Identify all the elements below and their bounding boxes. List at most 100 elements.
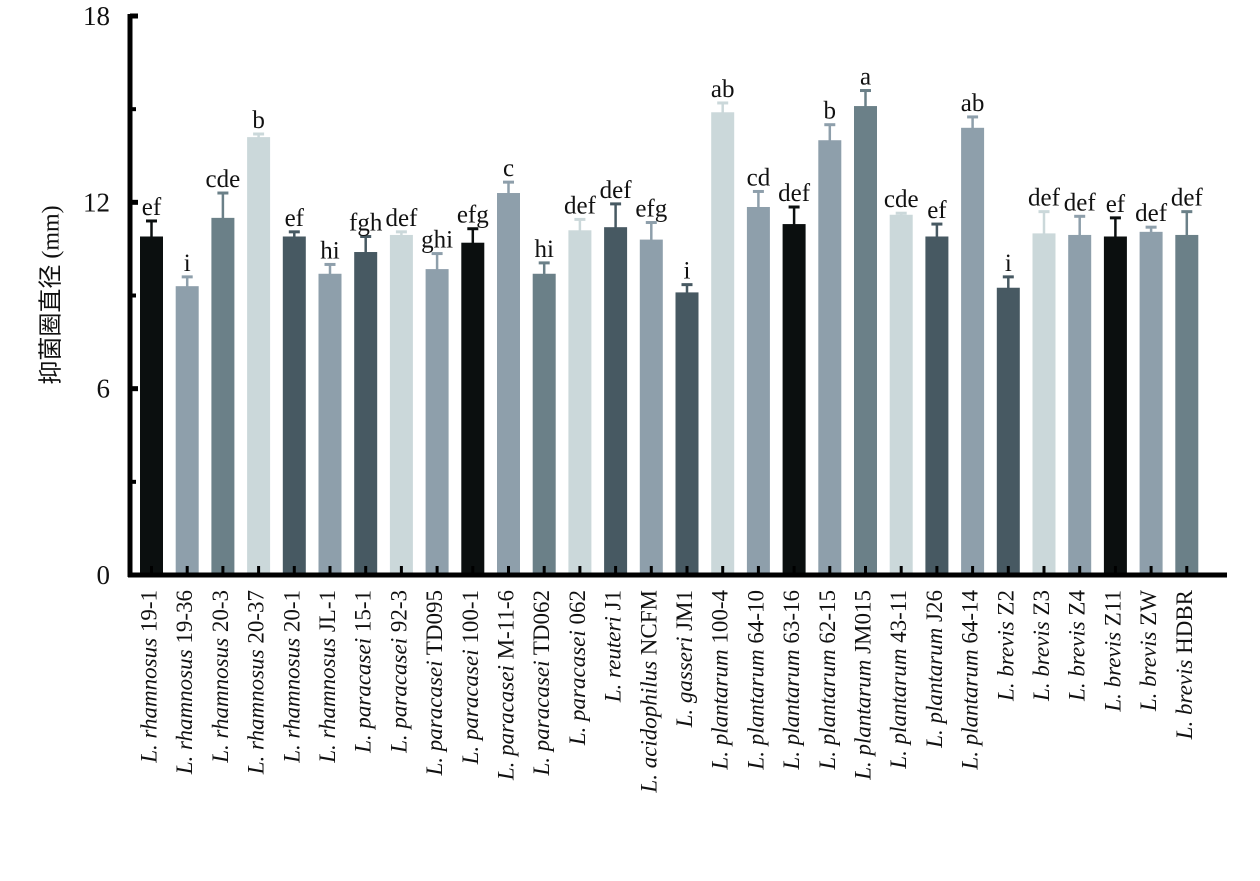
bar (711, 112, 735, 576)
x-tick-label: L. brevis HDBR (1172, 589, 1197, 740)
strain-name: 100-1 (458, 590, 483, 649)
significance-label: def (385, 205, 418, 232)
species-name: L. plantarum (922, 628, 947, 749)
bar (1103, 236, 1127, 575)
strain-name: HDBR (1172, 589, 1197, 659)
x-tick-label: L. acidophilus NCFM (637, 590, 662, 794)
bar (175, 286, 199, 575)
strain-name: Z4 (1065, 590, 1090, 622)
species-name: L. paracasei (494, 665, 519, 781)
species-name: L. rhamnosus (315, 638, 340, 764)
significance-label: ef (1106, 191, 1126, 218)
significance-label: cde (206, 166, 241, 193)
bar (461, 242, 485, 575)
x-ticks (150, 566, 1189, 573)
species-name: L. brevis (1065, 621, 1090, 702)
strain-name: TD095 (422, 590, 447, 661)
species-name: L. brevis (1136, 631, 1161, 712)
bar (639, 239, 663, 575)
species-name: L. rhamnosus (244, 649, 269, 775)
x-tick-label: L. paracasei 15-1 (351, 590, 376, 754)
x-tick-label: L. paracasei 062 (565, 590, 590, 746)
x-tick-label: L. paracasei TD062 (529, 590, 554, 777)
significance-label: c (503, 155, 514, 182)
x-tick-label: L. rhamnosus 20-1 (280, 590, 305, 764)
significance-label: ef (927, 197, 947, 224)
x-tick-label: L. brevis ZW (1136, 590, 1161, 712)
species-name: L. paracasei (387, 638, 412, 754)
strain-name: 62-15 (815, 590, 840, 649)
x-tick-label: L. brevis Z3 (1029, 590, 1054, 702)
x-tick-label: L. plantarum 62-15 (815, 590, 840, 771)
significance-label: def (1135, 200, 1168, 227)
strain-name: 19-36 (172, 590, 197, 649)
species-name: L. acidophilus (637, 661, 662, 794)
species-name: L. paracasei (565, 630, 590, 746)
significance-label: ab (961, 90, 985, 117)
significance-label: b (252, 107, 265, 134)
species-name: L. gasseri (672, 637, 697, 729)
bar (247, 137, 271, 575)
strain-name: JM1 (672, 590, 697, 637)
significance-label: def (778, 180, 811, 207)
species-name: L. plantarum (779, 649, 804, 770)
species-name: L. rhamnosus (280, 638, 305, 764)
significance-label: hi (534, 236, 554, 263)
x-tick-label: L. rhamnosus JL-1 (315, 590, 340, 764)
strain-name: 20-37 (244, 590, 269, 649)
x-tick-label: L. reuteri J1 (601, 590, 626, 703)
strain-name: JL-1 (315, 590, 340, 638)
bar (568, 230, 592, 576)
bar (1175, 234, 1199, 576)
strain-name: 64-14 (958, 590, 983, 650)
species-name: L. paracasei (529, 661, 554, 777)
strain-name: 64-10 (744, 590, 769, 649)
bar (996, 287, 1020, 575)
x-tick-label: L. rhamnosus 19-36 (172, 590, 197, 775)
bar (1139, 231, 1163, 575)
y-tick-label: 12 (83, 187, 110, 217)
species-name: L. brevis (994, 621, 1019, 702)
y-tick-label: 18 (83, 1, 110, 31)
significance-label: b (824, 98, 837, 125)
significance-label: def (564, 192, 597, 219)
species-name: L. plantarum (851, 660, 876, 781)
species-name: L. paracasei (351, 638, 376, 754)
y-tick-label: 6 (97, 374, 111, 404)
strain-name: 15-1 (351, 590, 376, 638)
bar (854, 106, 877, 576)
bar (497, 193, 520, 575)
significance-label: def (600, 177, 633, 204)
bar (532, 273, 556, 575)
x-tick-label: L. gasseri JM1 (672, 590, 697, 728)
x-tick-label: L. paracasei 92-3 (387, 590, 412, 754)
significance-label: i (1005, 250, 1012, 277)
bar (961, 127, 985, 576)
strain-name: 062 (565, 590, 590, 630)
species-name: L. paracasei (458, 649, 483, 765)
x-tick-label: L. rhamnosus 20-3 (208, 590, 233, 764)
x-tick-label: L. plantarum JM015 (851, 590, 876, 781)
y-axis-title: 抑菌圈直径 (mm) (38, 205, 65, 384)
y-tick-label: 0 (97, 560, 111, 590)
bar (1068, 234, 1092, 576)
bar (818, 140, 842, 575)
significance-label: def (1171, 185, 1204, 212)
strain-name: M-11-6 (494, 590, 519, 665)
significance-label: ef (285, 205, 305, 232)
strain-name: Z3 (1029, 590, 1054, 621)
bar (282, 236, 306, 575)
significance-label: ef (142, 194, 162, 221)
strain-name: 100-4 (708, 590, 733, 650)
species-name: L. brevis (1029, 621, 1054, 702)
x-tick-label: L. paracasei 100-1 (458, 590, 483, 765)
x-tick-label: L. rhamnosus 19-1 (137, 590, 162, 764)
species-name: L. rhamnosus (208, 638, 233, 764)
significance-label: i (184, 250, 191, 277)
bar (425, 269, 449, 575)
species-name: L. plantarum (744, 649, 769, 770)
bar (354, 252, 378, 575)
x-tick-label: L. brevis Z2 (994, 590, 1019, 702)
strain-name: 92-3 (387, 590, 412, 638)
